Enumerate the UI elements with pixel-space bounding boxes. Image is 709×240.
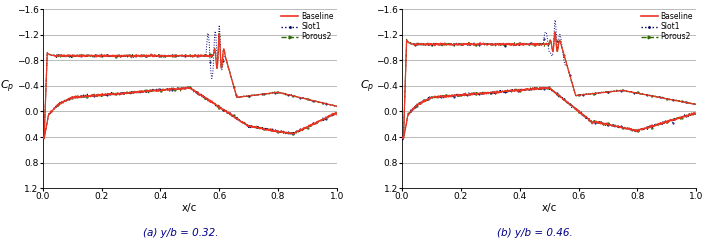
Text: (b) y/b = 0.46.: (b) y/b = 0.46. <box>498 228 573 238</box>
Y-axis label: $C_p$: $C_p$ <box>359 79 374 95</box>
Legend: Baseline, Slot1, Porous2: Baseline, Slot1, Porous2 <box>640 11 694 42</box>
Legend: Baseline, Slot1, Porous2: Baseline, Slot1, Porous2 <box>281 11 335 42</box>
X-axis label: x/c: x/c <box>542 203 557 213</box>
Text: (a) y/b = 0.32.: (a) y/b = 0.32. <box>143 228 218 238</box>
Y-axis label: $C_p$: $C_p$ <box>0 79 15 95</box>
X-axis label: x/c: x/c <box>182 203 198 213</box>
